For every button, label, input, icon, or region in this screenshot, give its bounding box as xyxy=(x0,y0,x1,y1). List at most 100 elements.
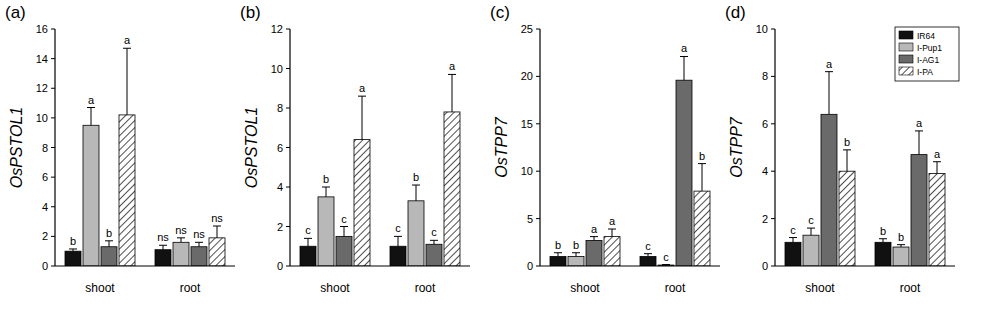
error-cap xyxy=(915,130,923,131)
legend-label: IR64 xyxy=(917,31,935,41)
error-bar xyxy=(554,253,562,257)
y-tick-label: 16 xyxy=(36,23,48,35)
error-stem xyxy=(217,226,218,238)
y-tick-label: 0 xyxy=(527,260,533,272)
significance-letter: c xyxy=(790,224,796,236)
bar xyxy=(640,257,656,266)
bar xyxy=(155,250,171,266)
y-axis xyxy=(54,29,55,266)
error-stem xyxy=(127,48,128,115)
error-bar xyxy=(195,242,203,246)
bar xyxy=(191,247,207,266)
y-axis xyxy=(539,29,540,266)
error-cap xyxy=(662,264,670,265)
panel-label: (c) xyxy=(490,3,510,22)
error-cap xyxy=(105,240,113,241)
bar xyxy=(694,191,710,266)
bar xyxy=(336,236,352,266)
error-stem xyxy=(398,236,399,246)
legend-label: I-Pup1 xyxy=(917,43,942,53)
panel: (d)OsTPP70246810shootccabrootbbaaIR64I-P… xyxy=(725,3,959,295)
y-tick-label: 4 xyxy=(277,181,283,193)
error-bar xyxy=(843,150,851,171)
legend-swatch xyxy=(899,55,913,63)
y-tick-label: 5 xyxy=(527,213,533,225)
significance-letter: a xyxy=(609,215,616,227)
error-cap xyxy=(304,238,312,239)
error-cap xyxy=(680,56,688,57)
error-bar xyxy=(159,245,167,249)
error-bar xyxy=(213,226,221,238)
error-cap xyxy=(590,236,598,237)
x-tick-label: root xyxy=(415,281,436,295)
significance-letter: a xyxy=(916,117,923,129)
x-tick-label: shoot xyxy=(805,281,835,295)
y-tick-label: 8 xyxy=(277,102,283,114)
error-stem xyxy=(919,131,920,155)
x-axis xyxy=(290,265,470,266)
significance-letter: a xyxy=(826,58,833,70)
error-cap xyxy=(213,226,221,227)
y-tick-label: 10 xyxy=(521,165,533,177)
error-bar xyxy=(69,249,77,251)
panel-label: (d) xyxy=(725,3,746,22)
legend: IR64I-Pup1I-AG1I-PA xyxy=(895,27,959,81)
error-bar xyxy=(430,240,438,244)
panel: (c)OsTPP70510152025shootbbaarootccab xyxy=(490,3,720,295)
significance-letter: b xyxy=(555,239,561,251)
bar xyxy=(65,251,81,266)
y-tick-label: 4 xyxy=(42,201,48,213)
error-cap xyxy=(879,238,887,239)
significance-letter: a xyxy=(681,42,688,54)
figure: (a)OsPSTOL10246810121416shootbabarootnsn… xyxy=(0,0,997,311)
error-bar xyxy=(394,236,402,246)
bar xyxy=(676,80,692,266)
marks xyxy=(785,72,945,266)
error-bar xyxy=(590,237,598,241)
y-axis-label: OsPSTOL1 xyxy=(243,107,260,189)
error-cap xyxy=(430,240,438,241)
error-stem xyxy=(702,164,703,191)
y-tick-label: 8 xyxy=(42,142,48,154)
error-stem xyxy=(308,238,309,246)
error-cap xyxy=(897,244,905,245)
error-stem xyxy=(362,96,363,139)
x-axis xyxy=(775,265,955,266)
significance-letter: c xyxy=(431,226,437,238)
marks xyxy=(550,56,710,266)
significance-letter: c xyxy=(808,214,814,226)
error-cap xyxy=(448,74,456,75)
error-cap xyxy=(807,228,815,229)
significance-letter: b xyxy=(844,136,850,148)
error-cap xyxy=(608,229,616,230)
error-bar xyxy=(87,108,95,126)
error-stem xyxy=(163,245,164,249)
y-tick-label: 12 xyxy=(271,23,283,35)
significance-letter: a xyxy=(359,82,366,94)
significance-letter: c xyxy=(341,213,347,225)
significance-letter: b xyxy=(573,239,579,251)
x-axis xyxy=(540,265,720,266)
error-stem xyxy=(576,253,577,257)
marks xyxy=(300,74,460,266)
error-cap xyxy=(843,149,851,150)
error-stem xyxy=(684,56,685,80)
error-bar xyxy=(644,254,652,257)
error-stem xyxy=(829,72,830,115)
bar xyxy=(893,247,909,266)
bar xyxy=(586,240,602,266)
bar xyxy=(803,235,819,266)
error-bar xyxy=(680,56,688,80)
error-cap xyxy=(644,253,652,254)
y-tick-label: 2 xyxy=(277,221,283,233)
error-stem xyxy=(937,162,938,174)
error-bar xyxy=(915,131,923,155)
significance-letter: b xyxy=(106,227,112,239)
y-tick-label: 6 xyxy=(762,118,768,130)
significance-letter: ns xyxy=(157,231,169,243)
error-cap xyxy=(358,96,366,97)
bar xyxy=(550,257,566,266)
error-cap xyxy=(825,71,833,72)
legend-swatch xyxy=(899,31,913,39)
error-bar xyxy=(340,227,348,237)
